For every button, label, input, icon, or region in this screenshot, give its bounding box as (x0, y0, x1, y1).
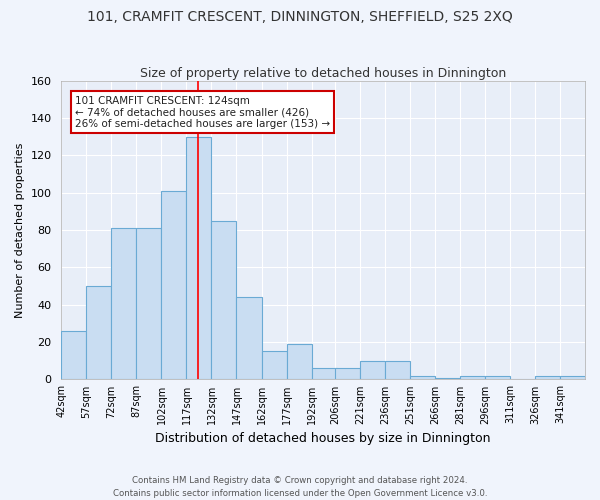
Bar (287, 344, 311, 380)
Bar (236, 298, 262, 380)
Bar (560, 376, 585, 380)
Bar (410, 376, 435, 380)
Text: 101 CRAMFIT CRESCENT: 124sqm
← 74% of detached houses are smaller (426)
26% of s: 101 CRAMFIT CRESCENT: 124sqm ← 74% of de… (75, 96, 330, 129)
Title: Size of property relative to detached houses in Dinnington: Size of property relative to detached ho… (140, 66, 506, 80)
Bar (112, 228, 136, 380)
Bar (262, 352, 287, 380)
Bar (535, 376, 560, 380)
Bar (311, 368, 337, 380)
Bar (360, 361, 385, 380)
Bar (385, 361, 410, 380)
Bar (86, 286, 112, 380)
X-axis label: Distribution of detached houses by size in Dinnington: Distribution of detached houses by size … (155, 432, 491, 445)
Bar (61, 331, 86, 380)
Bar (187, 136, 211, 380)
Bar (161, 191, 187, 380)
Bar (435, 378, 460, 380)
Text: 101, CRAMFIT CRESCENT, DINNINGTON, SHEFFIELD, S25 2XQ: 101, CRAMFIT CRESCENT, DINNINGTON, SHEFF… (87, 10, 513, 24)
Y-axis label: Number of detached properties: Number of detached properties (15, 142, 25, 318)
Text: Contains HM Land Registry data © Crown copyright and database right 2024.
Contai: Contains HM Land Registry data © Crown c… (113, 476, 487, 498)
Bar (460, 376, 485, 380)
Bar (335, 368, 360, 380)
Bar (485, 376, 510, 380)
Bar (211, 220, 236, 380)
Bar (136, 228, 161, 380)
